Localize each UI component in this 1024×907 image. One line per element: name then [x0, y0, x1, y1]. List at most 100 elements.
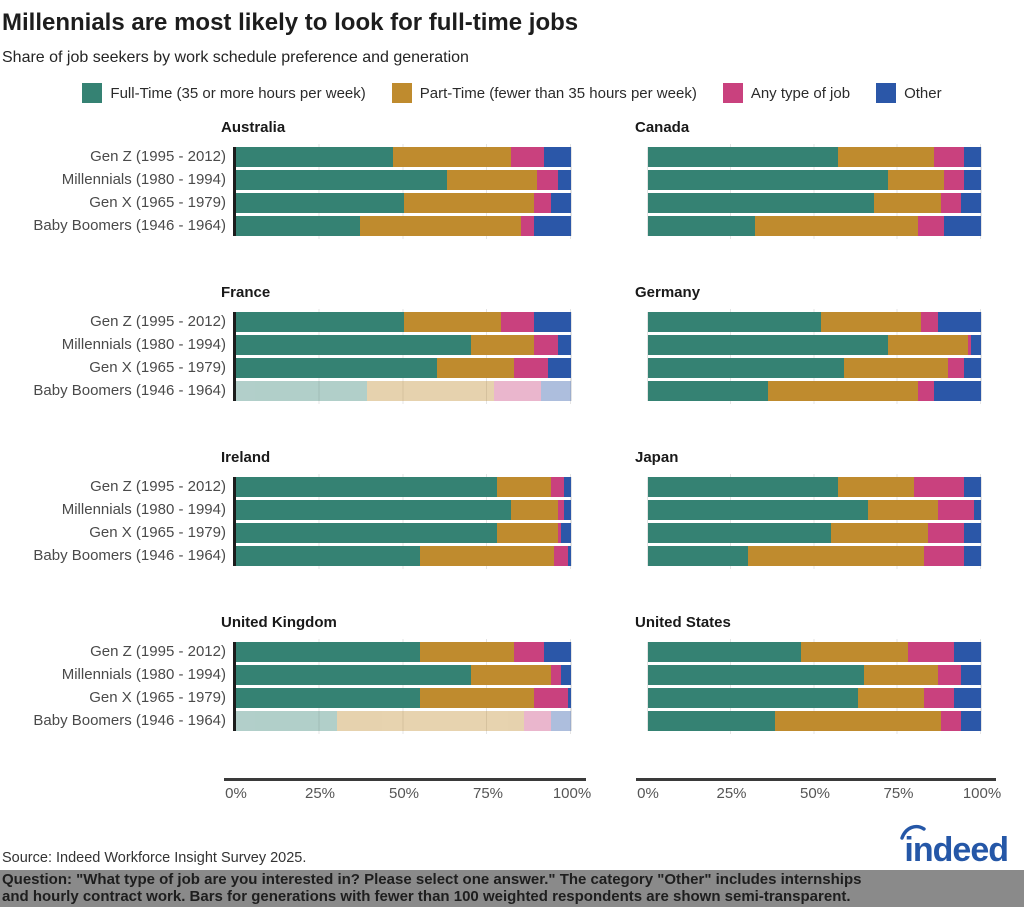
bar-segment — [550, 193, 571, 213]
panel-title: Canada — [635, 119, 690, 136]
bar-segment — [954, 688, 981, 708]
row-label: Millennials (1980 - 1994) — [61, 666, 226, 683]
bar-segment — [927, 523, 965, 543]
stacked-bar — [648, 147, 981, 167]
panel-band: Gen Z (1995 - 2012) Millennials (1980 - 1… — [0, 448, 1024, 569]
bar-segment — [236, 642, 421, 662]
bar-segment — [393, 147, 511, 167]
generation-labels: Gen Z (1995 - 2012) Millennials (1980 - 1… — [0, 118, 233, 239]
stacked-bar — [648, 711, 981, 731]
label-spacer — [0, 283, 233, 312]
bar-segment — [567, 688, 571, 708]
bar-segment — [960, 665, 981, 685]
x-tick-label: 100% — [552, 785, 592, 802]
bar-segment — [497, 477, 551, 497]
bar-segment — [648, 170, 888, 190]
question-note-band: Question: "What type of job are you inte… — [0, 870, 1024, 907]
panel-title: Japan — [635, 449, 679, 466]
legend-swatch-icon — [82, 83, 103, 103]
plot-area — [233, 639, 572, 734]
bar-segment — [914, 477, 965, 497]
bar-segment — [874, 193, 942, 213]
plot-area — [647, 639, 982, 734]
bar-segment — [236, 312, 404, 332]
source-note: Source: Indeed Workforce Insight Survey … — [2, 850, 307, 866]
plot-area — [647, 144, 982, 239]
axis-spacer — [0, 778, 233, 803]
bar-segment — [550, 711, 571, 731]
row-label: Millennials (1980 - 1994) — [61, 336, 226, 353]
bar-segment — [970, 335, 981, 355]
bar-segment — [547, 358, 571, 378]
stacked-bar — [236, 546, 571, 566]
panels-grid: Gen Z (1995 - 2012) Millennials (1980 - 1… — [0, 118, 1024, 803]
bar-segment — [917, 381, 935, 401]
x-tick-label: 50% — [799, 785, 831, 802]
bar-segment — [520, 216, 535, 236]
stacked-bar — [648, 665, 981, 685]
panel-title: France — [221, 284, 271, 301]
row-label: Gen X (1965 - 1979) — [89, 359, 226, 376]
stacked-bar — [236, 381, 571, 401]
bar-segment — [831, 523, 928, 543]
x-axis-right: 0% 25% 50% 75% 100% — [636, 778, 1001, 803]
bar-segment — [534, 216, 571, 236]
panel-france: France — [221, 283, 572, 404]
bar-segment — [648, 642, 802, 662]
bar-segment — [557, 523, 561, 543]
bar-segment — [514, 642, 545, 662]
panel-title: United Kingdom — [221, 614, 337, 631]
axis-row: 0% 25% 50% 75% 100% 0% 25% 50% 75% 100% — [0, 778, 1024, 803]
bar-segment — [567, 546, 571, 566]
bar-segment — [560, 523, 571, 543]
bar-segment — [236, 335, 471, 355]
stacked-bar — [236, 711, 571, 731]
panel-germany: Germany — [635, 283, 982, 404]
stacked-bar — [648, 688, 981, 708]
generation-labels: Gen Z (1995 - 2012) Millennials (1980 - 1… — [0, 613, 233, 734]
bar-segment — [497, 523, 558, 543]
panel-australia: Australia — [221, 118, 572, 239]
bar-segment — [648, 477, 838, 497]
x-axis-ticks: 0% 25% 50% 75% 100% — [225, 785, 591, 803]
indeed-swoosh-icon — [900, 825, 927, 840]
bar-segment — [887, 170, 945, 190]
question-note-line1: Question: "What type of job are you inte… — [2, 871, 862, 888]
bar-segment — [550, 477, 565, 497]
row-label: Millennials (1980 - 1994) — [61, 501, 226, 518]
bar-segment — [524, 711, 551, 731]
bar-segment — [534, 312, 571, 332]
bar-segment — [934, 147, 965, 167]
row-label: Gen X (1965 - 1979) — [89, 689, 226, 706]
row-label: Baby Boomers (1946 - 1964) — [33, 382, 226, 399]
bar-segment — [648, 546, 748, 566]
stacked-bar — [236, 216, 571, 236]
row-label: Gen X (1965 - 1979) — [89, 194, 226, 211]
x-tick-label: 100% — [962, 785, 1002, 802]
x-tick-label: 0% — [637, 785, 659, 802]
footer-top: Source: Indeed Workforce Insight Survey … — [0, 825, 1024, 870]
stacked-bar — [648, 358, 981, 378]
bar-segment — [236, 546, 421, 566]
stacked-bar — [648, 500, 981, 520]
bar-segment — [964, 523, 981, 543]
bar-segment — [947, 358, 965, 378]
legend-label: Part-Time (fewer than 35 hours per week) — [419, 84, 697, 102]
stacked-bar — [648, 523, 981, 543]
bar-segment — [648, 312, 822, 332]
panel-ireland: Ireland — [221, 448, 572, 569]
bar-segment — [420, 546, 555, 566]
bar-segment — [964, 147, 981, 167]
stacked-bar — [648, 546, 981, 566]
stacked-bar — [236, 312, 571, 332]
bar-segment — [236, 147, 394, 167]
bar-segment — [648, 335, 888, 355]
bar-segment — [934, 381, 981, 401]
bar-segment — [964, 170, 981, 190]
bar-segment — [359, 216, 521, 236]
bar-segment — [236, 477, 498, 497]
stacked-bar — [648, 642, 981, 662]
label-spacer — [0, 448, 233, 477]
legend-item-3: Other — [876, 83, 942, 103]
bar-segment — [964, 546, 981, 566]
